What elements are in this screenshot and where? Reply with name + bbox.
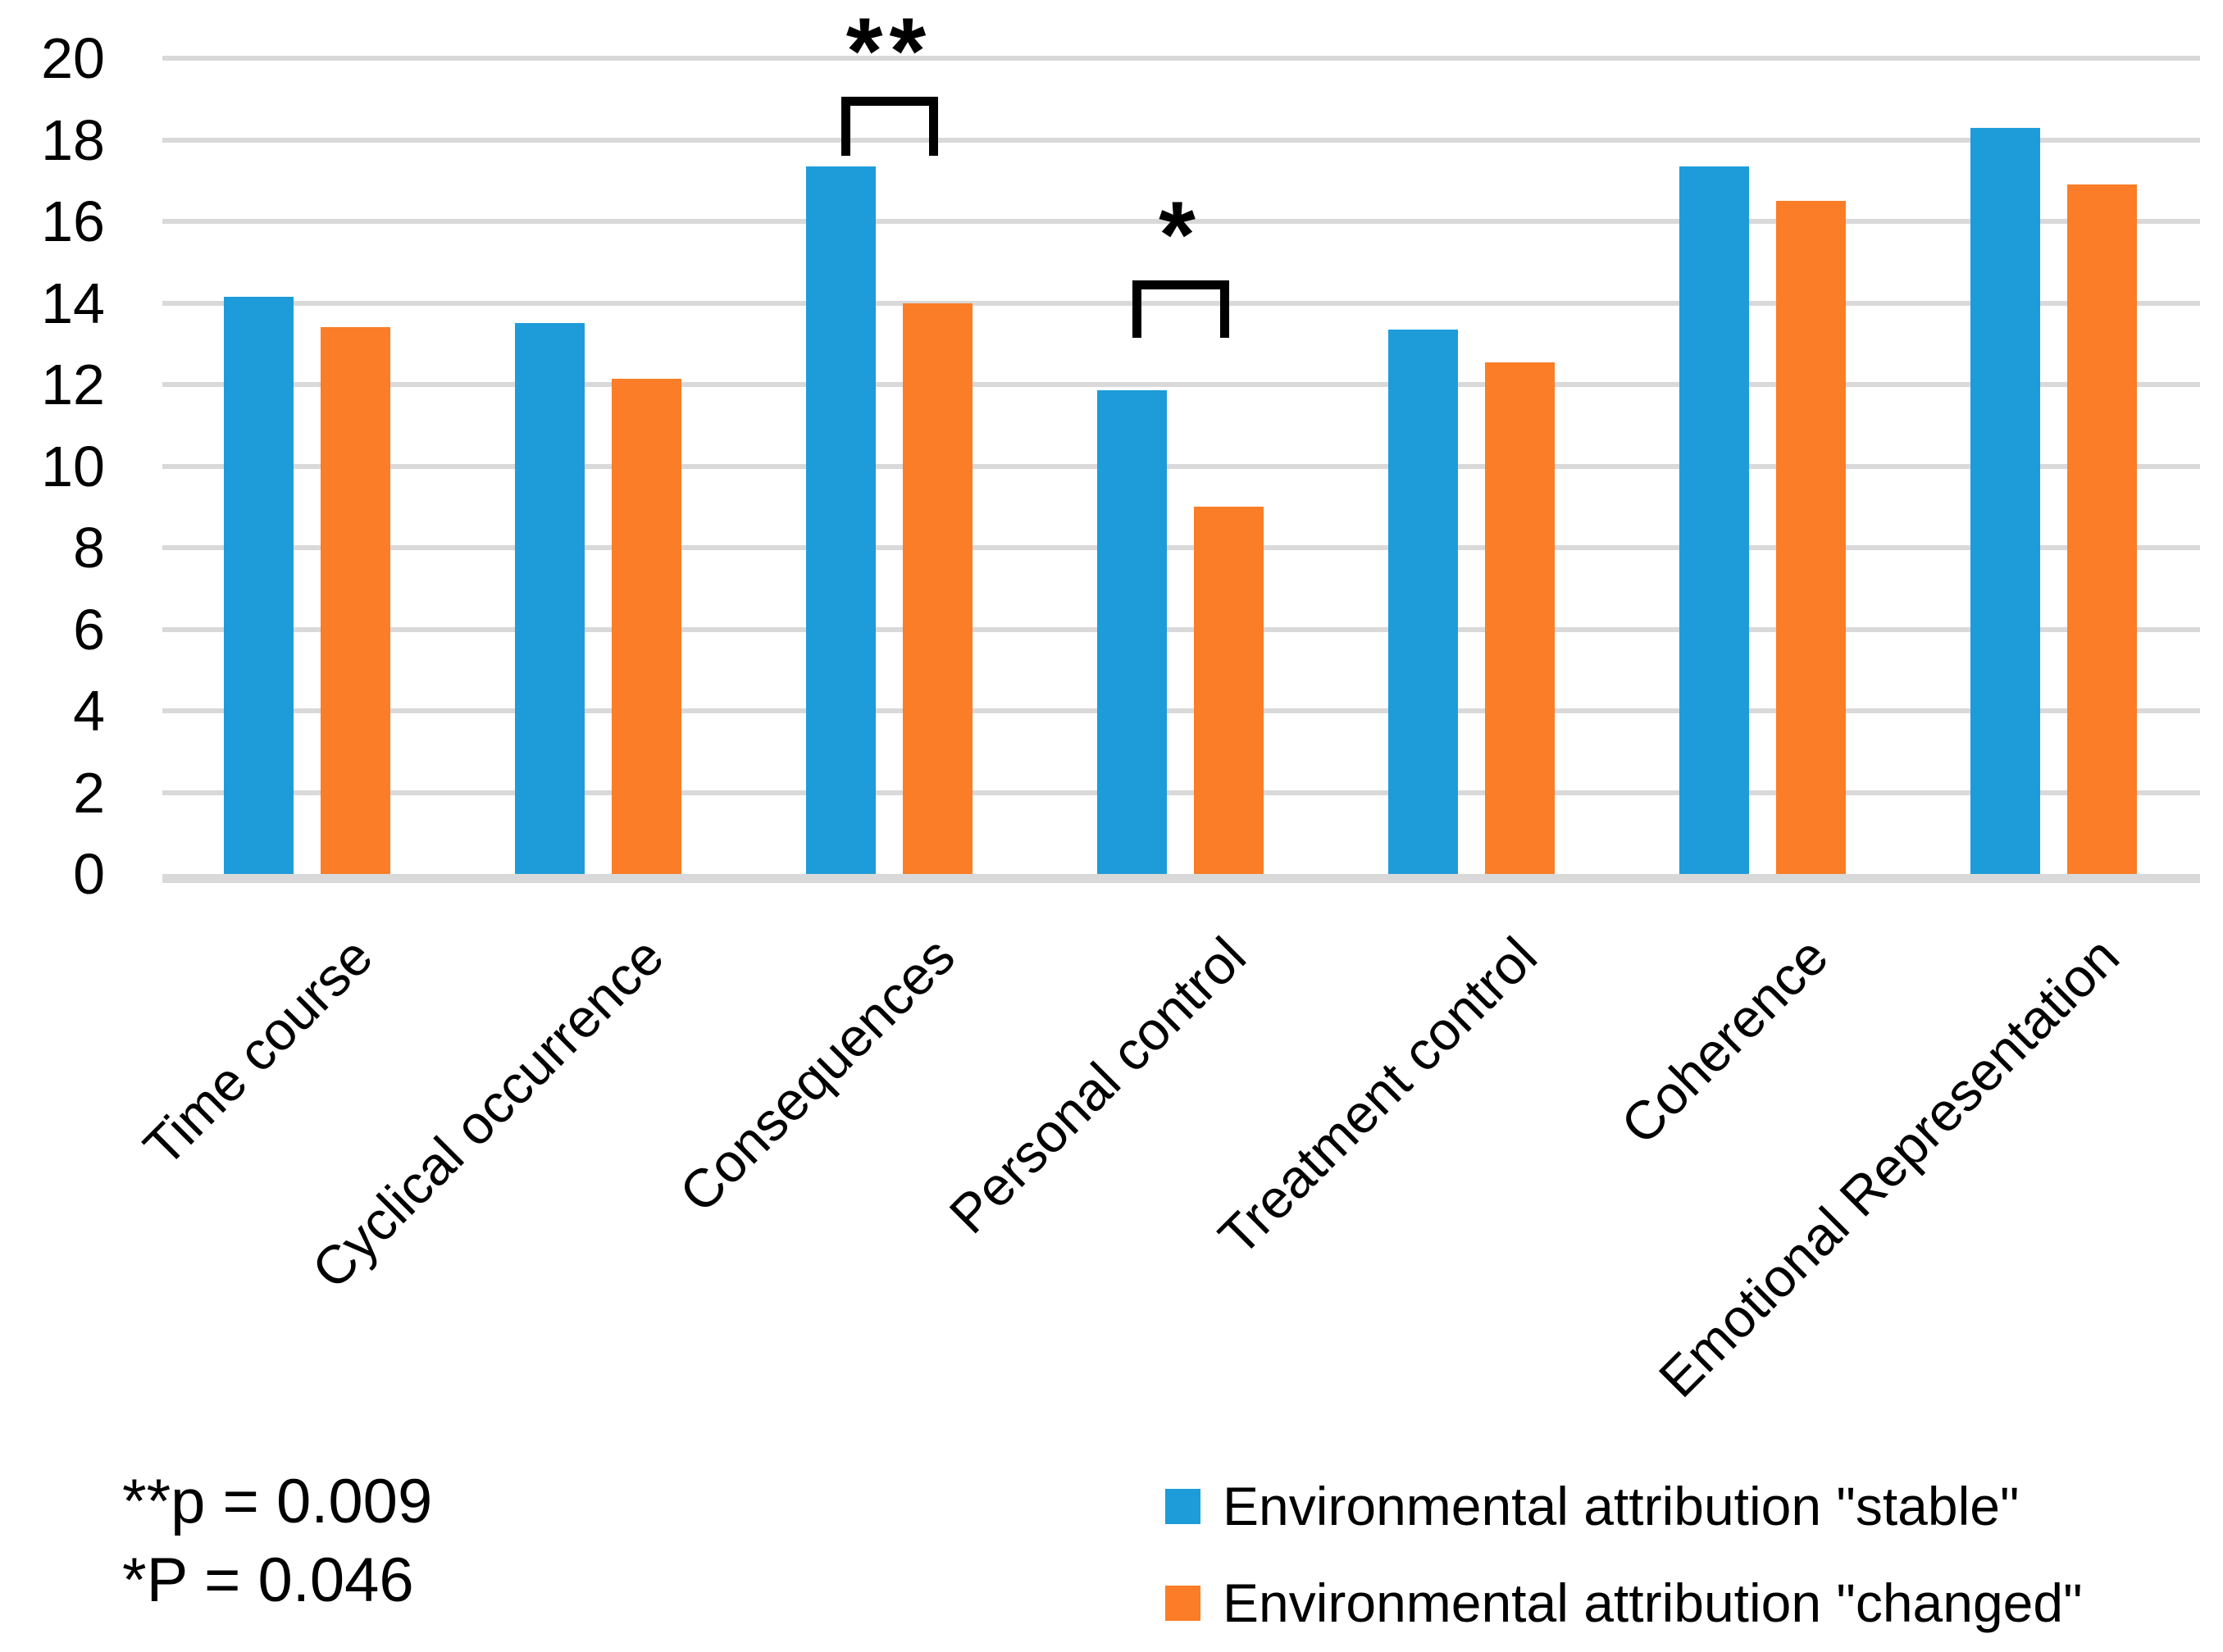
- legend-item-stable: Environmental attribution "stable": [1165, 1477, 2019, 1535]
- gridline: [162, 56, 2200, 61]
- legend-swatch-changed-icon: [1165, 1585, 1200, 1621]
- bar-series1-cat6: [2067, 184, 2137, 874]
- bar-series0-cat0: [224, 297, 294, 874]
- x-axis-category-label: Personal control: [936, 925, 1257, 1245]
- y-axis-tick-label: 2: [73, 760, 105, 825]
- bar-series1-cat1: [612, 378, 681, 874]
- gridline: [162, 626, 2200, 632]
- gridline: [162, 300, 2200, 306]
- bar-series1-cat3: [1194, 507, 1264, 874]
- x-axis-category-label: Coherence: [1608, 925, 1839, 1156]
- significance-marker: *: [1159, 183, 1202, 289]
- gridline: [162, 219, 2200, 224]
- legend-item-changed: Environmental attribution "changed": [1165, 1574, 2083, 1632]
- legend-label-changed: Environmental attribution "changed": [1223, 1572, 2083, 1633]
- bar-series1-cat4: [1485, 362, 1555, 874]
- y-axis-tick-label: 4: [73, 679, 105, 743]
- bar-series1-cat2: [903, 303, 973, 874]
- bar-series0-cat5: [1679, 166, 1749, 874]
- y-axis-tick-label: 8: [73, 516, 105, 580]
- y-axis-tick-label: 12: [41, 353, 105, 416]
- gridline: [162, 463, 2200, 469]
- y-axis-tick-label: 0: [73, 842, 105, 906]
- bar-series0-cat2: [806, 166, 876, 874]
- legend-label-stable: Environmental attribution "stable": [1223, 1476, 2020, 1536]
- bar-series0-cat6: [1970, 127, 2040, 874]
- x-axis-category-label: Cyclical occurrence: [299, 925, 675, 1300]
- bar-series1-cat5: [1776, 201, 1846, 874]
- bar-series1-cat0: [321, 327, 390, 874]
- significance-marker: **: [845, 0, 933, 105]
- significance-bracket: [1132, 280, 1229, 338]
- bar-series0-cat4: [1388, 329, 1458, 874]
- y-axis-tick-label: 10: [41, 434, 105, 498]
- y-axis-tick-label: 18: [41, 107, 105, 172]
- x-axis-category-label: Treatment control: [1206, 925, 1548, 1267]
- gridline: [162, 708, 2200, 713]
- footnote-p-value-2: *P = 0.046: [122, 1545, 414, 1615]
- gridline: [162, 137, 2200, 143]
- y-axis-tick-label: 16: [41, 189, 105, 253]
- gridline: [162, 790, 2200, 795]
- y-axis-tick-label: 6: [73, 597, 105, 662]
- significance-bracket: [840, 97, 938, 157]
- x-axis-category-label: Consequences: [667, 925, 966, 1224]
- bar-series0-cat1: [515, 323, 585, 874]
- legend-swatch-stable-icon: [1165, 1488, 1200, 1524]
- footnote-p-value-1: **p = 0.009: [122, 1467, 433, 1536]
- y-axis-tick-label: 14: [41, 271, 105, 335]
- gridline: [162, 382, 2200, 387]
- x-axis-category-label: Emotional Representation: [1647, 925, 2130, 1409]
- gridline: [162, 545, 2200, 550]
- bar-series0-cat3: [1097, 390, 1167, 874]
- x-axis-line: [162, 874, 2200, 883]
- y-axis-tick-label: 20: [41, 26, 105, 90]
